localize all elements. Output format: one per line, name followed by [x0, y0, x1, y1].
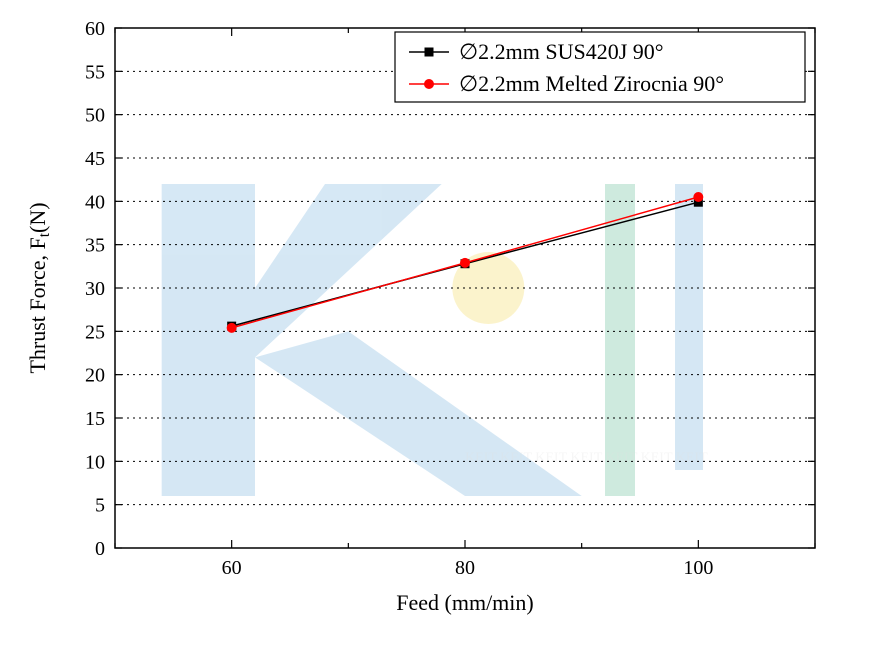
- y-tick-label: 35: [85, 235, 105, 257]
- y-tick-label: 5: [95, 495, 105, 517]
- y-tick-label: 40: [85, 191, 105, 213]
- legend-marker-square: [425, 48, 434, 57]
- x-axis-label: Feed (mm/min): [396, 590, 533, 615]
- y-tick-label: 0: [95, 538, 105, 560]
- legend-label: ∅2.2mm Melted Zirocnia 90°: [459, 71, 724, 96]
- legend-marker-circle: [424, 79, 434, 89]
- watermark-t: [675, 184, 703, 470]
- series-marker-circle: [227, 323, 237, 333]
- y-tick-label: 60: [85, 18, 105, 40]
- y-tick-label: 55: [85, 61, 105, 83]
- series-marker-circle: [693, 192, 703, 202]
- watermark-text: KEIT KEIT KEIT KEIT KEIT KEIT KEIT: [465, 450, 708, 465]
- y-tick-label: 45: [85, 148, 105, 170]
- y-tick-label: 50: [85, 105, 105, 127]
- legend-label: ∅2.2mm SUS420J 90°: [459, 39, 664, 64]
- x-tick-label: 100: [683, 557, 713, 579]
- y-tick-label: 20: [85, 365, 105, 387]
- y-tick-label: 10: [85, 451, 105, 473]
- y-tick-label: 30: [85, 278, 105, 300]
- series-marker-circle: [460, 258, 470, 268]
- watermark-i: [605, 184, 635, 496]
- y-tick-label: 25: [85, 321, 105, 343]
- y-axis-label: Thrust Force, Ft(N): [25, 202, 53, 373]
- x-tick-label: 60: [222, 557, 242, 579]
- y-tick-label: 15: [85, 408, 105, 430]
- x-tick-label: 80: [455, 557, 475, 579]
- chart-container: KEIT KEIT KEIT KEIT KEIT KEIT KEIT 60 80 10…: [0, 0, 869, 656]
- chart-svg: KEIT KEIT KEIT KEIT KEIT KEIT KEIT 60 80 10…: [0, 0, 869, 656]
